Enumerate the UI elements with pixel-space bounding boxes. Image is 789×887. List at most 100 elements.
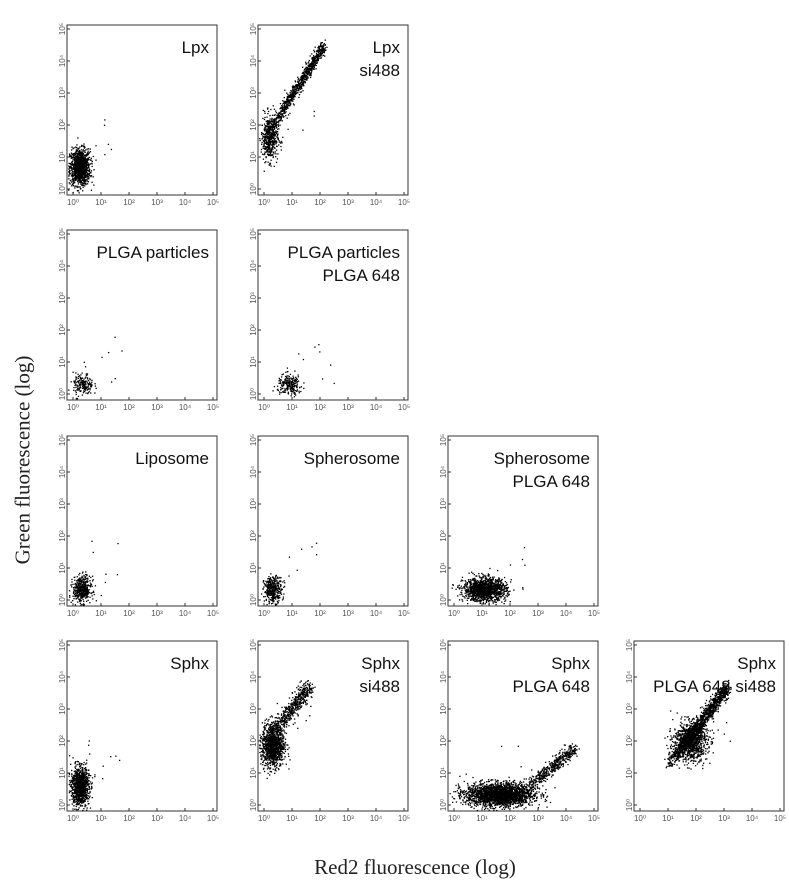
- data-point: [302, 75, 303, 76]
- data-point: [90, 151, 91, 152]
- y-tick-label: 10²: [439, 530, 448, 542]
- data-point: [270, 160, 271, 161]
- data-point: [324, 43, 325, 44]
- data-point: [269, 140, 270, 141]
- data-point: [91, 541, 92, 542]
- data-point: [488, 601, 489, 602]
- data-point: [290, 96, 291, 97]
- data-point: [104, 154, 105, 155]
- data-point: [314, 60, 315, 61]
- data-point: [86, 155, 87, 156]
- data-point: [79, 385, 80, 386]
- data-point: [498, 582, 499, 583]
- data-point: [283, 390, 284, 391]
- data-point: [273, 138, 274, 139]
- data-point: [275, 598, 276, 599]
- data-point: [83, 591, 84, 592]
- data-point: [315, 47, 316, 48]
- data-point: [316, 63, 317, 64]
- data-point: [81, 149, 82, 150]
- data-point: [81, 182, 82, 183]
- data-point: [267, 136, 268, 137]
- data-point: [291, 97, 292, 98]
- data-point: [289, 378, 290, 379]
- data-point: [268, 591, 269, 592]
- data-point: [270, 121, 271, 122]
- data-point: [277, 598, 278, 599]
- data-point: [459, 594, 460, 595]
- data-point: [259, 138, 260, 139]
- data-point: [77, 174, 78, 175]
- data-point: [77, 159, 78, 160]
- data-point: [272, 588, 273, 589]
- data-point: [75, 590, 76, 591]
- x-tick-label: 10⁰: [67, 403, 79, 412]
- data-point: [493, 603, 494, 604]
- data-point: [292, 381, 293, 382]
- data-point: [87, 180, 88, 181]
- data-point: [261, 133, 262, 134]
- data-point: [80, 384, 81, 385]
- data-point: [503, 583, 504, 584]
- y-tick-label: 10²: [249, 119, 258, 131]
- data-point: [267, 150, 268, 151]
- data-point: [310, 75, 311, 76]
- data-point: [81, 162, 82, 163]
- data-point: [296, 390, 297, 391]
- data-point: [502, 579, 503, 580]
- y-tick-label: 10⁵: [58, 228, 67, 240]
- data-point: [277, 129, 278, 130]
- data-point: [287, 99, 288, 100]
- y-tick-label: 10⁰: [58, 594, 67, 606]
- data-point: [82, 599, 83, 600]
- data-point: [111, 149, 112, 150]
- data-point: [285, 115, 286, 116]
- data-point: [484, 584, 485, 585]
- data-point: [495, 604, 496, 605]
- data-point: [74, 159, 75, 160]
- data-point: [287, 371, 288, 372]
- data-point: [77, 190, 78, 191]
- x-tick-label: 10²: [123, 403, 135, 412]
- data-point: [473, 595, 474, 596]
- data-point: [72, 584, 73, 585]
- data-point: [73, 165, 74, 166]
- data-point: [95, 385, 96, 386]
- data-point: [273, 134, 274, 135]
- data-point: [74, 580, 75, 581]
- data-point: [287, 384, 288, 385]
- data-point: [296, 378, 297, 379]
- data-point: [80, 181, 81, 182]
- y-tick-label: 10¹: [249, 151, 258, 163]
- data-point: [273, 123, 274, 124]
- data-point: [275, 583, 276, 584]
- data-point: [471, 572, 472, 573]
- data-point: [87, 386, 88, 387]
- data-point: [462, 600, 463, 601]
- data-point: [81, 160, 82, 161]
- y-tick-label: 10⁴: [249, 54, 258, 67]
- data-point: [274, 124, 275, 125]
- data-point: [284, 580, 285, 581]
- data-point: [75, 384, 76, 385]
- data-point: [310, 55, 311, 56]
- x-tick-label: 10³: [342, 609, 354, 618]
- data-point: [87, 581, 88, 582]
- data-point: [309, 75, 310, 76]
- data-point: [271, 137, 272, 138]
- data-point: [284, 388, 285, 389]
- data-point: [269, 585, 270, 586]
- data-point: [81, 169, 82, 170]
- data-point: [301, 91, 302, 92]
- data-point: [293, 92, 294, 93]
- data-point: [269, 601, 270, 602]
- data-point: [457, 585, 458, 586]
- data-point: [296, 90, 297, 91]
- data-point: [271, 151, 272, 152]
- data-point: [481, 586, 482, 587]
- data-point: [294, 396, 295, 397]
- data-point: [320, 44, 321, 45]
- data-point: [81, 600, 82, 601]
- data-point: [78, 376, 79, 377]
- data-point: [501, 582, 502, 583]
